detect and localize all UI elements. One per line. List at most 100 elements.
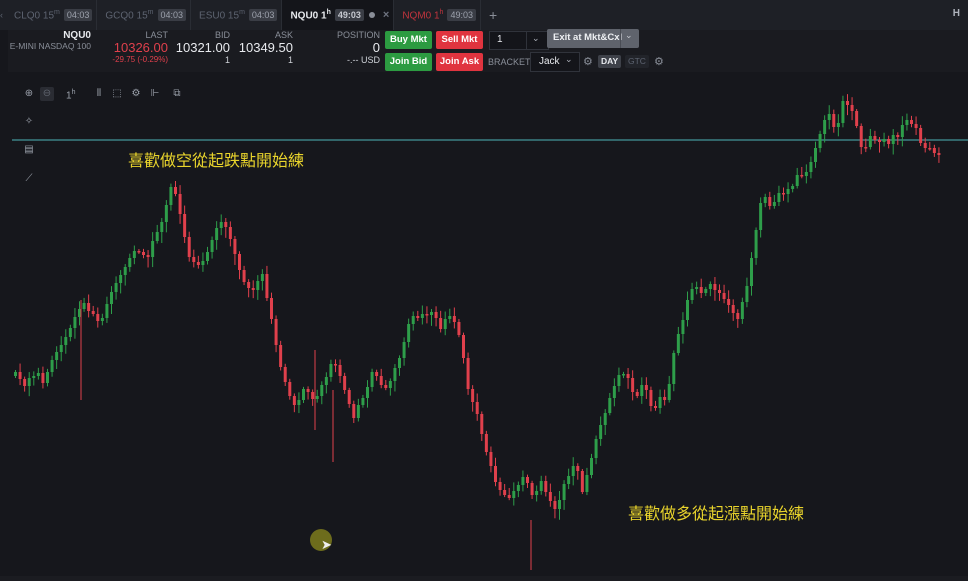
candle — [571, 466, 575, 476]
candle — [375, 372, 379, 376]
candle — [731, 305, 735, 313]
candle — [155, 232, 159, 241]
candle — [836, 123, 840, 127]
cursor-highlight — [310, 529, 332, 551]
candle — [384, 385, 388, 388]
tab-0[interactable]: CLQ0 15m 04:03 — [6, 0, 98, 30]
day-toggle[interactable]: DAY — [598, 55, 622, 68]
buy-market-button[interactable]: Buy Mkt — [385, 31, 432, 49]
candle — [68, 328, 72, 337]
zoom-in-icon[interactable]: ⊕ — [24, 88, 34, 99]
candle — [201, 261, 205, 265]
candle — [891, 135, 895, 144]
candle — [654, 406, 657, 408]
candle — [612, 386, 616, 398]
candle — [192, 257, 196, 262]
tab-symbol: NQM0 1 — [402, 10, 440, 22]
sell-market-button[interactable]: Sell Mkt — [436, 31, 483, 49]
quantity-select[interactable]: 1 ⌄ — [489, 31, 549, 50]
candle — [882, 139, 886, 142]
header-right-button[interactable]: H — [952, 8, 960, 19]
tab-1[interactable]: GCQ0 15m 04:03 — [97, 0, 192, 30]
settings-gear-icon[interactable]: ⚙ — [131, 88, 141, 99]
candle — [251, 288, 255, 290]
candle — [457, 322, 461, 335]
candle — [164, 205, 168, 222]
gear-icon[interactable]: ⚙ — [654, 56, 664, 68]
candle — [795, 175, 799, 186]
candle — [841, 101, 845, 123]
candle — [311, 392, 315, 399]
tab-scroll-left[interactable]: ‹ — [0, 10, 3, 20]
tab-label: CLQ0 15m — [14, 9, 60, 21]
candle — [329, 364, 333, 377]
gear-icon[interactable]: ⚙ — [583, 56, 593, 68]
candle — [786, 189, 790, 194]
symbol-label: NQU0 — [63, 30, 91, 41]
indicators-icon[interactable]: ⊩ — [150, 88, 160, 99]
notes-icon[interactable]: ▤ — [24, 144, 34, 155]
close-icon[interactable]: × — [382, 9, 390, 21]
candle — [800, 175, 804, 177]
zoom-out-icon[interactable]: ⊖ — [40, 87, 54, 101]
last-change: -29.75 (-0.29%) — [112, 55, 168, 64]
candle — [59, 345, 63, 352]
join-bid-button[interactable]: Join Bid — [385, 53, 432, 71]
candle — [923, 143, 927, 148]
candle — [676, 334, 680, 353]
tab-interval-unit: m — [54, 8, 60, 16]
candle — [82, 303, 86, 309]
selection-box-icon[interactable]: ⬚ — [112, 88, 122, 99]
candle — [516, 485, 520, 491]
candle — [100, 318, 104, 321]
tab-2[interactable]: ESU0 15m 04:03 — [191, 0, 283, 30]
tab-4[interactable]: NQM0 1h 49:03 — [394, 0, 481, 30]
candle — [128, 258, 132, 267]
gtc-toggle[interactable]: GTC — [625, 55, 649, 68]
candle — [580, 471, 584, 492]
tab-timer: 49:03 — [447, 9, 476, 21]
tab-3[interactable]: NQU0 1h 49:03 × — [282, 0, 395, 30]
candle — [439, 318, 443, 329]
templates-icon[interactable]: ⧉ — [173, 88, 181, 99]
candle — [900, 125, 904, 137]
price-chart[interactable] — [12, 78, 968, 581]
mouse-cursor-icon: ➤ — [321, 537, 332, 552]
candle — [146, 255, 150, 257]
candle — [142, 252, 145, 255]
candle — [448, 316, 452, 319]
candlestick-type-icon[interactable]: ⫴ — [96, 88, 102, 99]
candle — [727, 299, 731, 305]
candle — [548, 492, 552, 501]
crosshair-icon[interactable]: ✧ — [24, 116, 34, 127]
candle — [644, 385, 648, 390]
candle — [123, 267, 127, 275]
bracket-select[interactable]: Jack ⌄ — [530, 52, 580, 72]
join-ask-button[interactable]: Join Ask — [436, 53, 483, 71]
exit-at-market-button[interactable]: Exit at Mkt&Cxl ⌄ — [547, 29, 639, 48]
candle — [361, 398, 365, 405]
candle — [590, 458, 593, 475]
candle — [334, 364, 337, 366]
interval-button[interactable]: 1h — [66, 86, 76, 102]
candle — [809, 162, 813, 172]
tab-interval-unit: m — [147, 8, 154, 16]
add-tab-icon[interactable]: + — [488, 7, 498, 23]
candle — [256, 281, 260, 290]
candle — [622, 374, 625, 376]
tab-bar: ‹ CLQ0 15m 04:03 GCQ0 15m 04:03 ESU0 15m 04:0… — [0, 0, 968, 30]
tab-symbol: ESU0 15 — [199, 10, 240, 22]
line-tool-icon[interactable]: ⟋ — [25, 173, 33, 184]
candle — [174, 187, 177, 194]
interval-label: 1 — [66, 90, 72, 102]
candle — [864, 147, 868, 149]
interval-unit: h — [71, 89, 76, 96]
candle — [846, 101, 849, 105]
candle — [306, 389, 310, 392]
candle — [55, 352, 59, 360]
ask-value: 10349.50 — [238, 40, 293, 55]
chevron-down-icon[interactable]: ⌄ — [625, 30, 633, 40]
candle — [343, 376, 347, 390]
candle — [18, 372, 22, 379]
candle — [804, 172, 808, 176]
